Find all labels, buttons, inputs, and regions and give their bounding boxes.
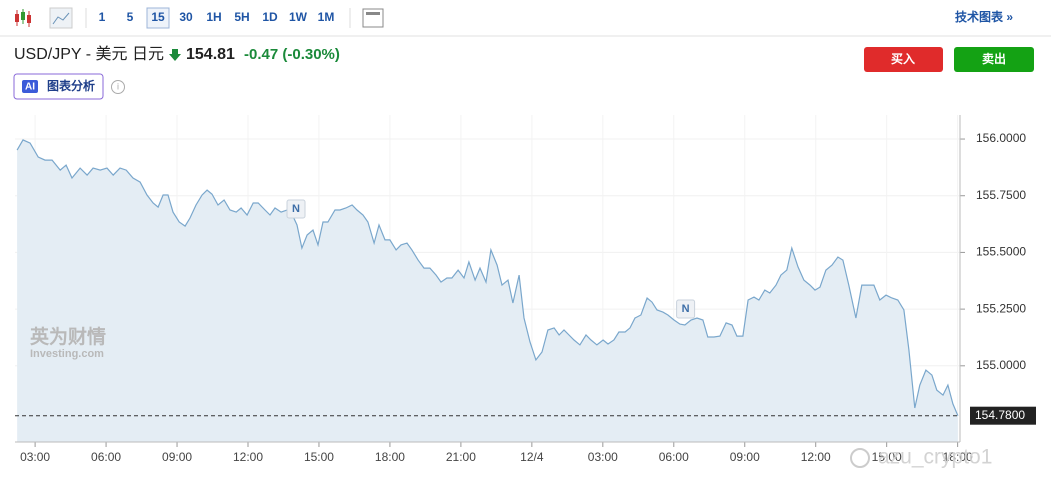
news-marker-label[interactable]: N xyxy=(682,303,690,315)
y-tick-label: 155.2500 xyxy=(976,301,1026,315)
ai-label[interactable]: 图表分析 xyxy=(47,78,95,93)
x-tick-label: 06:00 xyxy=(91,450,121,464)
calendar-icon-bar xyxy=(366,12,380,15)
buy-button[interactable] xyxy=(864,47,943,72)
interval-selected xyxy=(146,7,170,29)
watermark-icon xyxy=(850,448,870,468)
x-tick-label: 18:00 xyxy=(943,450,973,464)
x-tick-label: 06:00 xyxy=(659,450,689,464)
area-icon-line xyxy=(52,12,70,25)
ai-badge-text: AI xyxy=(25,82,35,93)
watermark-site: Investing.com xyxy=(30,348,104,360)
interval[interactable]: 5H xyxy=(234,10,249,24)
interval[interactable]: 1H xyxy=(206,10,221,24)
y-tick-label: 156.0000 xyxy=(976,131,1026,145)
news-marker-label[interactable]: N xyxy=(292,203,300,215)
watermark-brand: 英为财情 xyxy=(30,325,106,348)
down-arrow xyxy=(169,49,181,61)
x-tick-label: 15:00 xyxy=(872,450,902,464)
x-tick-label: 21:00 xyxy=(446,450,476,464)
interval[interactable]: 1M xyxy=(318,10,335,24)
tech-chart-link[interactable]: 技术图表 » xyxy=(955,9,1013,24)
info-icon-i: i xyxy=(117,81,119,91)
news-marker[interactable] xyxy=(286,199,306,219)
x-tick-label: 18:00 xyxy=(375,450,405,464)
ai-badge xyxy=(22,80,38,93)
news-marker[interactable] xyxy=(676,299,696,319)
interval[interactable]: 15 xyxy=(151,10,165,24)
current-price-label: 154.7800 xyxy=(975,408,1025,422)
price: 154.81 xyxy=(186,46,235,63)
interval[interactable]: 1D xyxy=(262,10,278,24)
interval[interactable]: 30 xyxy=(179,10,193,24)
pair-name: USD/JPY - 美元 日元 xyxy=(14,45,164,63)
price-line xyxy=(16,139,959,416)
interval[interactable]: 1W xyxy=(289,10,308,24)
x-tick-label: 12:00 xyxy=(801,450,831,464)
calendar-icon[interactable] xyxy=(362,8,384,28)
area-icon[interactable] xyxy=(49,7,73,29)
y-tick-label: 155.7500 xyxy=(976,188,1026,202)
watermark-user: azu_crypto1 xyxy=(878,446,992,469)
sell-button[interactable] xyxy=(954,47,1034,72)
candle-icon[interactable] xyxy=(15,9,31,27)
x-tick-label: 09:00 xyxy=(730,450,760,464)
area-fill xyxy=(17,139,958,442)
x-tick-label: 12:00 xyxy=(233,450,263,464)
price-change: -0.47 (-0.30%) xyxy=(244,46,340,63)
x-tick-label: 15:00 xyxy=(304,450,334,464)
buy-label[interactable]: 买入 xyxy=(891,52,915,66)
current-price-box xyxy=(970,406,1036,425)
interval[interactable]: 5 xyxy=(127,10,134,24)
y-tick-label: 155.0000 xyxy=(976,358,1026,372)
x-tick-label: 12/4 xyxy=(520,450,544,464)
info-icon[interactable] xyxy=(111,80,125,94)
x-tick-label: 03:00 xyxy=(588,450,618,464)
y-tick-label: 155.5000 xyxy=(976,245,1026,259)
interval[interactable]: 1 xyxy=(99,10,106,24)
plot: 155.0000 155.2500 155.5000 155.7500 156.0000… xyxy=(15,115,1036,464)
sell-label[interactable]: 卖出 xyxy=(982,51,1006,66)
x-tick-label: 03:00 xyxy=(20,450,50,464)
x-tick-label: 09:00 xyxy=(162,450,192,464)
